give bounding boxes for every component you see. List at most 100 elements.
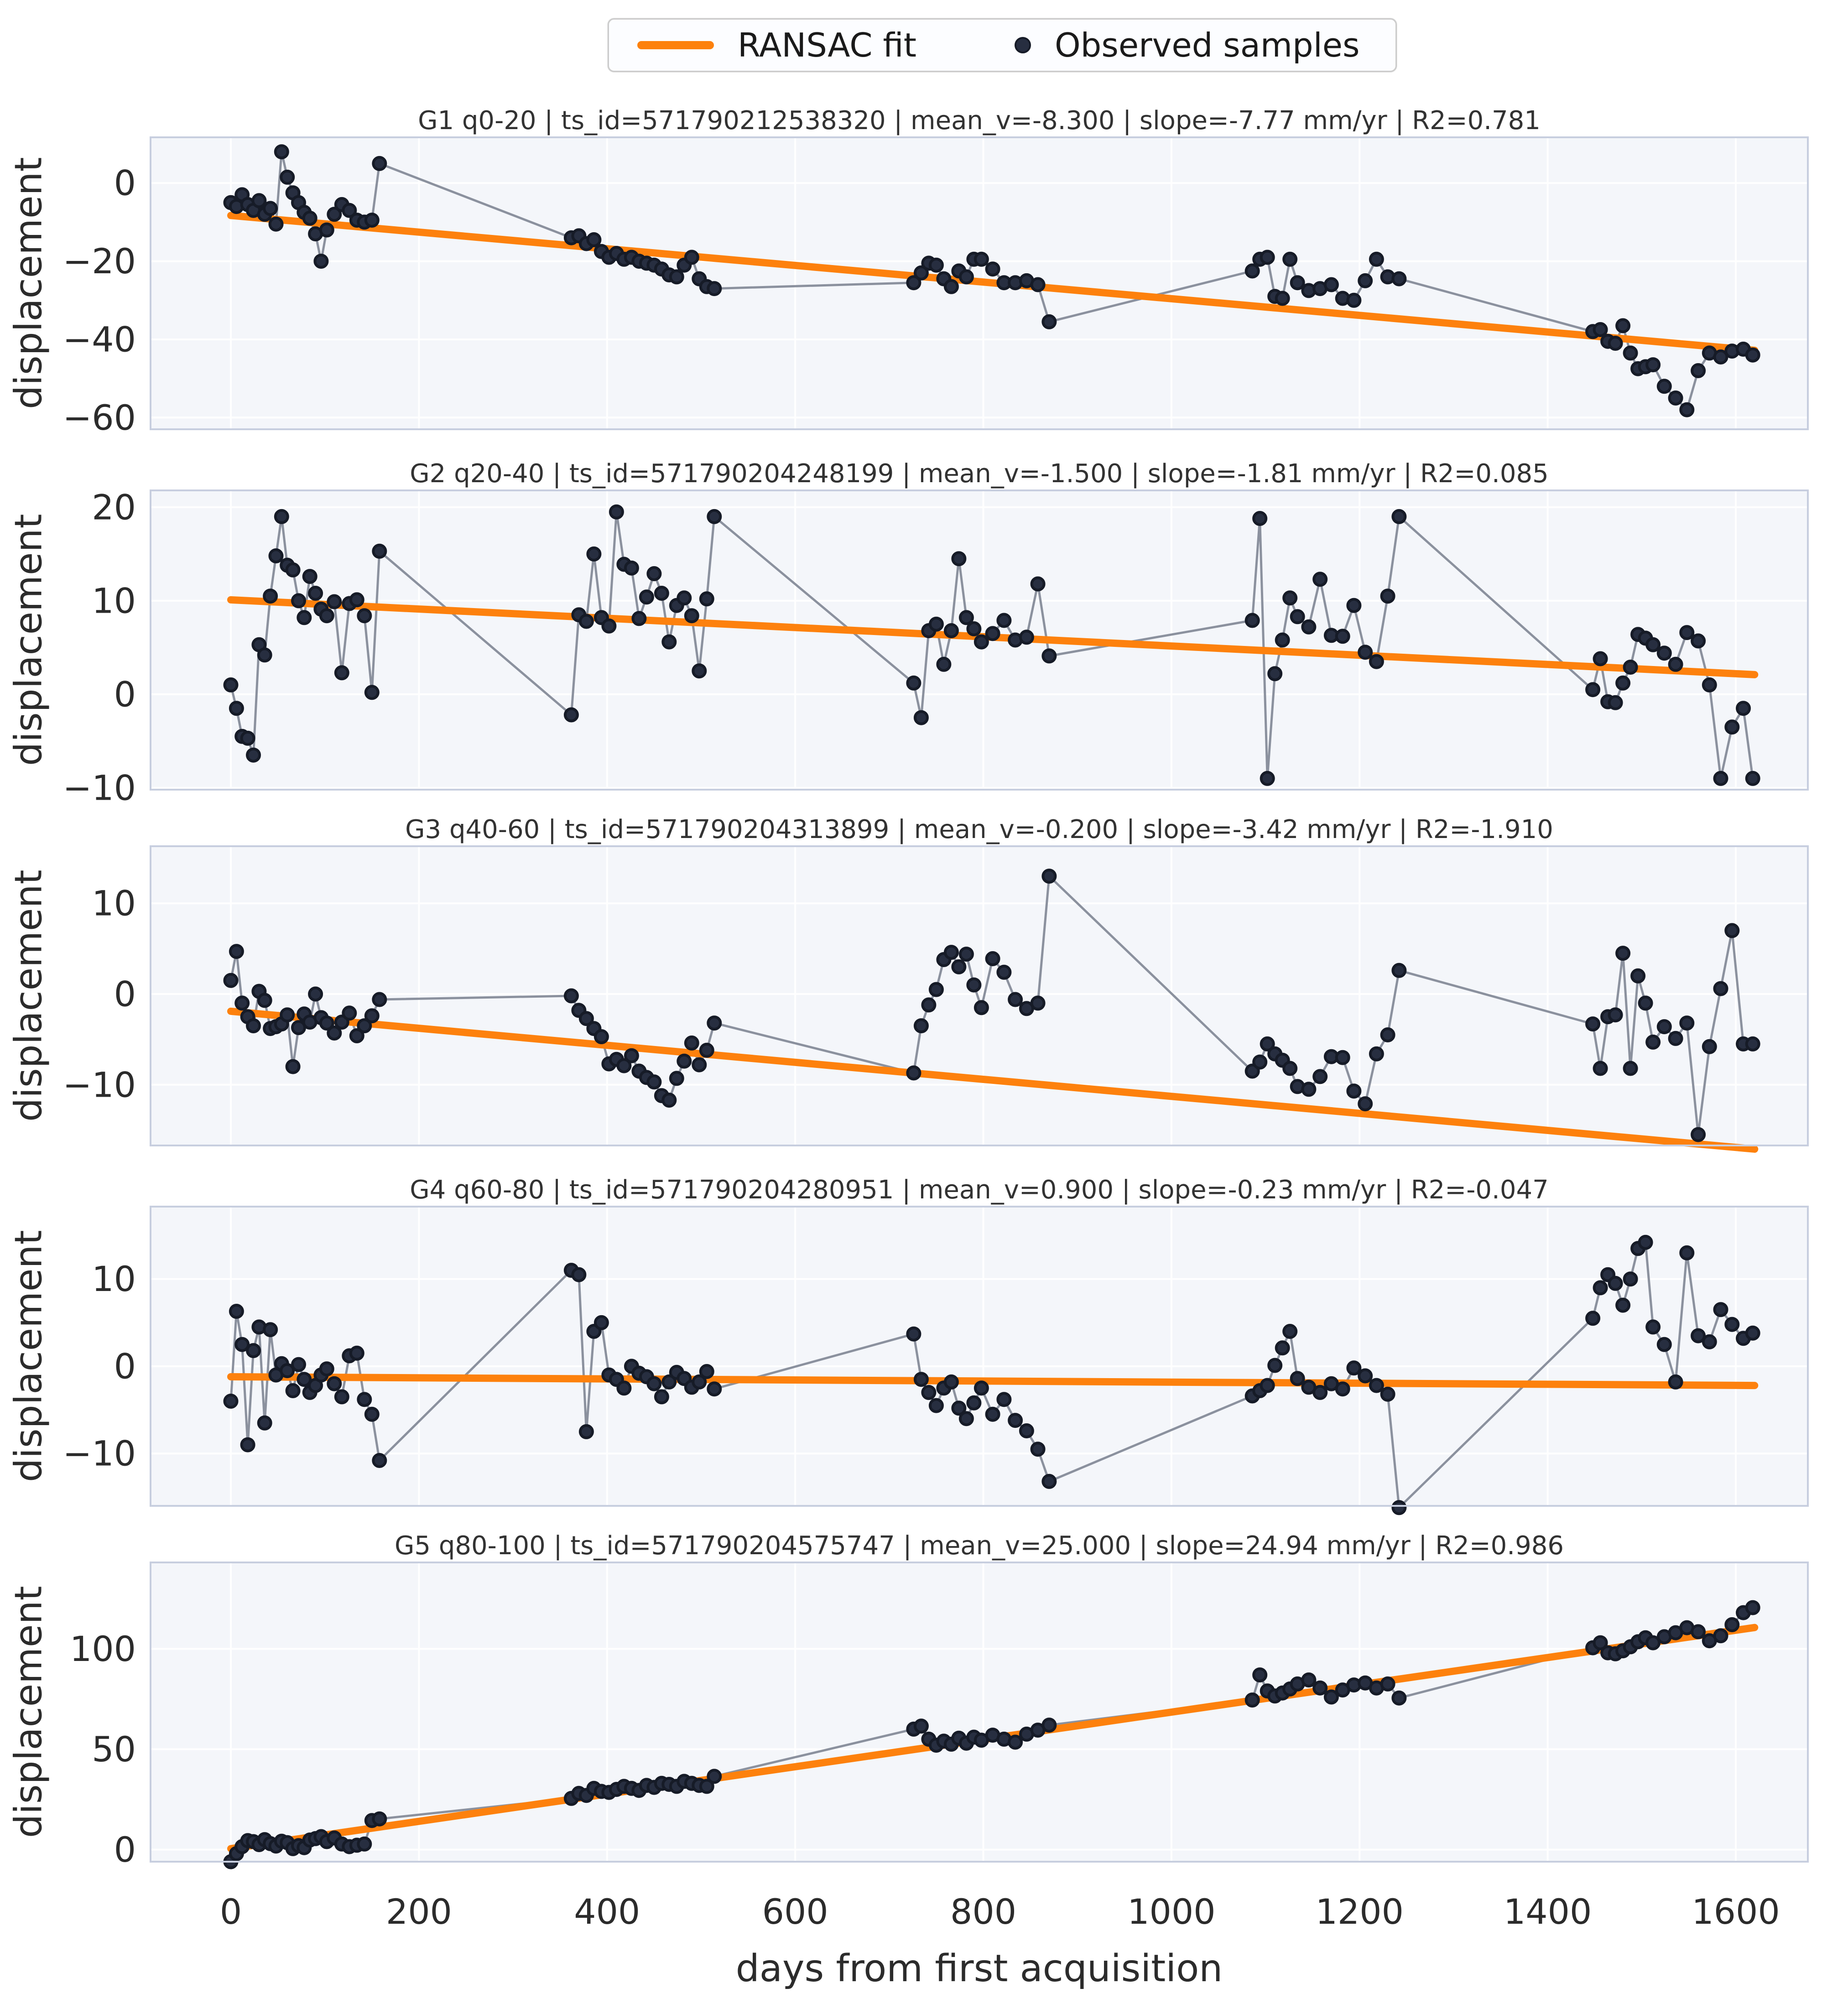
g3-observed-sample [996,964,1012,980]
g2-observed-sample [1593,651,1608,666]
g3-observed-sample [1346,1083,1362,1099]
g1-observed-sample [1615,318,1631,333]
g2-observed-sample [372,543,387,559]
g2-observed-sample [1724,719,1740,735]
g3-observed-sample [1008,992,1023,1007]
g5-observed-sample [1391,1690,1407,1706]
g3-observed-sample [223,973,239,988]
g4-observed-sample [1019,1423,1034,1438]
g2-observed-sample [951,551,967,567]
g5-observed-sample [357,1836,372,1852]
g3-observed-sample [646,1074,662,1090]
g2-observed-sample [578,614,594,629]
g3-observed-sample [364,1008,380,1024]
g4-observed-sample [372,1453,387,1468]
g2-y-tick-label: −10 [63,767,136,808]
g5-observed-sample [1713,1628,1728,1644]
g4-observed-sample [1041,1473,1057,1489]
g4-observed-sample [578,1424,594,1439]
g5-observed-sample [372,1811,387,1827]
g4-observed-sample [223,1394,239,1409]
g4-observed-sample [1335,1381,1350,1397]
g2-observed-sample [274,509,289,524]
g3-observed-sample [357,1018,372,1034]
g5-observed-sample [699,1779,714,1794]
g3-observed-sample [308,986,323,1002]
g1-observed-sample [1346,292,1362,308]
g4-observed-sample [319,1361,334,1377]
g1-observed-sample [1593,322,1608,337]
g2-observed-sample [1275,632,1290,648]
g3-observed-sample [1335,1050,1350,1065]
g3-observed-sample [1593,1061,1608,1076]
g4-observed-sample [357,1392,372,1407]
subplot-title-g4: G4 q60-80 | ts_id=571790204280951 | mean… [410,1175,1549,1205]
g2-observed-sample [684,608,699,624]
g2-observed-sample [1615,675,1631,691]
g4-observed-sample [1702,1334,1717,1349]
g4-observed-sample [646,1376,662,1391]
x-tick-label: 1200 [1316,1891,1404,1932]
g3-observed-sample [1702,1039,1717,1054]
g1-observed-sample [1260,250,1275,265]
g1-observed-sample [1656,379,1672,394]
g2-observed-sample [1608,695,1623,710]
g5-observed-sample [1244,1692,1260,1708]
g2-observed-sample [1736,701,1751,716]
g4-observed-sample [1679,1245,1695,1260]
g1-observed-sample [274,144,289,160]
subplot-title-g3: G3 q40-60 | ts_id=571790204313899 | mean… [405,815,1553,844]
g2-observed-sample [1656,646,1672,661]
g3-observed-sample [1630,968,1646,984]
g4-observed-sample [257,1415,272,1431]
g3-ransac-fit-line [227,1007,1759,1153]
g3-observed-sample [966,977,982,993]
g2-observed-sample [240,730,255,746]
g1-observed-sample [684,250,699,265]
g2-observed-sample [1645,637,1661,652]
g4-observed-sample [958,1411,974,1426]
g2-observed-sample [973,634,989,650]
g3-observed-sample [707,1015,722,1031]
g3-observed-sample [1608,1007,1623,1023]
g3-y-tick-label: 0 [114,974,136,1015]
g4-observed-sample [263,1322,278,1338]
x-tick-label: 1000 [1127,1891,1215,1932]
g5-observed-sample [1252,1667,1268,1683]
g3-observed-sample [229,944,244,959]
g1-observed-sample [319,222,334,238]
g4-observed-sample [593,1315,609,1330]
g2-observed-sample [699,591,714,607]
g4-observed-sample [1638,1234,1653,1250]
g2-observed-sample [1335,629,1350,644]
subplot-title-g1: G1 q0-20 | ts_id=571790212538320 | mean_… [418,106,1541,135]
x-axis-label: days from first acquisition [735,1947,1223,1990]
g4-observed-sample [699,1364,714,1379]
g3-observed-sample [1615,946,1631,961]
g2-observed-sample [257,647,272,663]
g4-observed-sample [1608,1275,1623,1291]
g2-y-tick-label: 0 [114,674,136,714]
g4-observed-sample [1668,1374,1683,1390]
g2-observed-sample [246,747,261,763]
g3-observed-sample [1391,963,1407,978]
g2-observed-sample [913,710,929,725]
g2-observed-sample [1260,770,1275,786]
g2-observed-sample [334,665,349,681]
g4-observed-sample [1615,1297,1631,1313]
g5-plot-area [151,1562,1808,1862]
g3-observed-sample [1668,1031,1683,1046]
subplot-title-g2: G2 q20-40 | ts_id=571790204248199 | mean… [410,459,1549,489]
g2-observed-sample [229,701,244,716]
g4-observed-sample [1391,1500,1407,1515]
g3-observed-sample [973,1000,989,1015]
x-tick-label: 200 [386,1891,452,1932]
g4-observed-sample [349,1345,364,1361]
g4-observed-sample [654,1389,669,1405]
g4-observed-sample [1380,1386,1395,1402]
g4-observed-sample [1585,1311,1601,1326]
g1-ransac-fit-line [227,212,1759,354]
g2-observed-sample [1290,609,1305,625]
g4-observed-sample [661,1374,677,1390]
